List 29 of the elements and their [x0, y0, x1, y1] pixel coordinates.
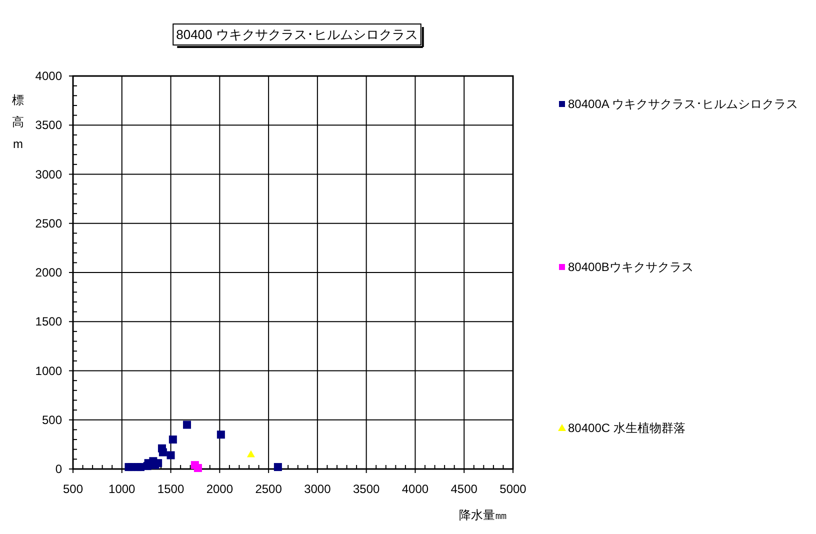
x-tick-label: 5000	[500, 482, 527, 496]
y-axis-title: 標高m	[12, 93, 24, 151]
y-tick-label: 1000	[35, 364, 62, 378]
point	[216, 430, 225, 439]
y-tick-label: 1500	[35, 314, 62, 329]
x-tick-label: 2500	[255, 482, 282, 496]
y-tick-label: 3500	[35, 118, 62, 132]
x-tick-label: 3000	[304, 482, 332, 496]
x-tick-label: 500	[62, 482, 84, 496]
point	[274, 463, 282, 472]
x-tick-label: 4500	[450, 482, 478, 496]
x-axis-title: 降水量㎜	[459, 508, 507, 522]
y-tick-label: 3000	[35, 167, 62, 182]
x-tick-label: 1000	[108, 482, 136, 496]
y-tick-label: 2000	[35, 266, 62, 280]
point	[158, 448, 167, 456]
point	[194, 464, 202, 472]
y-tick-label: 500	[42, 412, 62, 427]
point	[166, 451, 175, 460]
point	[183, 420, 192, 429]
chart-title: 80400 ウキクサクラス･ヒルムシロクラス	[176, 27, 418, 42]
y-tick-label: 0	[55, 462, 62, 476]
x-tick-label: 3500	[352, 482, 380, 496]
y-tick-label: 4000	[35, 69, 62, 83]
y-tick-label: 2500	[35, 216, 62, 230]
x-tick-label: 2000	[206, 482, 234, 496]
point	[168, 436, 177, 444]
x-tick-label: 4000	[402, 482, 429, 496]
x-tick-label: 1500	[157, 482, 184, 496]
